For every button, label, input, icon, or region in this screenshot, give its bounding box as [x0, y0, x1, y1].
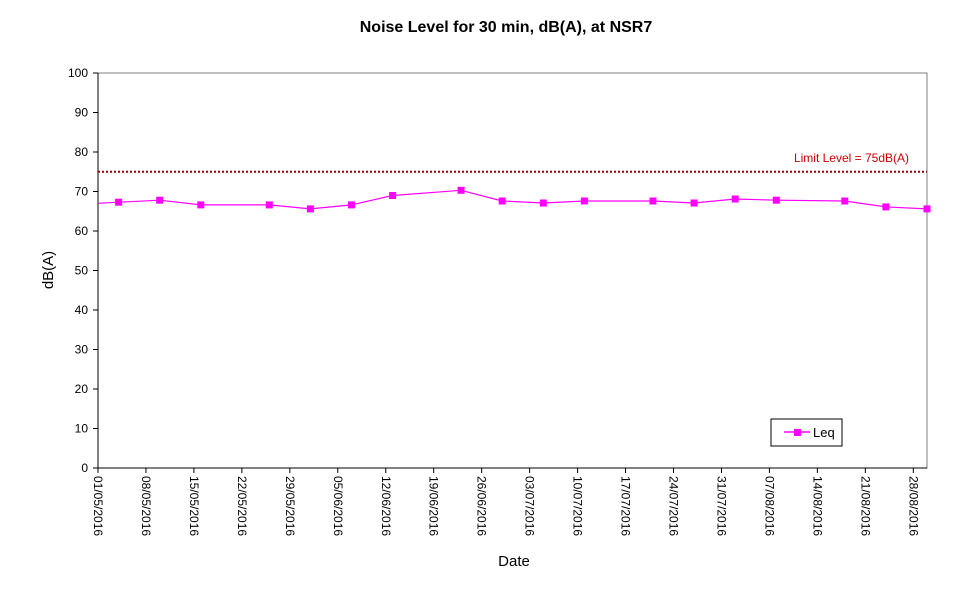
legend-marker-swatch — [794, 429, 801, 436]
y-tick-label: 90 — [75, 106, 89, 120]
y-tick-label: 80 — [75, 145, 89, 159]
x-ticks: 01/05/2016 08/05/2016 15/05/2016 22/05/2016… — [91, 468, 920, 536]
y-tick-label: 50 — [75, 264, 89, 278]
y-tick-label: 100 — [68, 66, 88, 80]
data-point-leq — [156, 196, 164, 204]
data-point-leq — [649, 197, 657, 205]
y-tick-label: 0 — [81, 461, 88, 475]
x-tick-label: 01/05/2016 — [91, 476, 105, 536]
x-tick-label: 05/06/2016 — [331, 476, 345, 536]
x-tick-label: 24/07/2016 — [667, 476, 681, 536]
data-point-leq — [197, 201, 205, 209]
y-tick-label: 30 — [75, 343, 89, 357]
x-axis-title: Date — [498, 553, 530, 570]
x-tick-label: 28/08/2016 — [906, 476, 920, 536]
data-point-leq — [498, 197, 506, 205]
chart-title: Noise Level for 30 min, dB(A), at NSR7 — [360, 19, 653, 36]
x-tick-label: 29/05/2016 — [283, 476, 297, 536]
plot-frame — [97, 72, 928, 469]
data-point-leq — [389, 192, 397, 199]
x-tick-label: 31/07/2016 — [714, 476, 728, 536]
y-axis-title: dB(A) — [40, 251, 57, 289]
y-tick-label: 40 — [75, 303, 89, 317]
data-point-leq — [115, 198, 123, 206]
plot-area — [97, 72, 928, 469]
series-line-leq — [97, 189, 928, 210]
data-point-leq — [772, 196, 780, 204]
reference-line-group: Limit Level = 75dB(A) — [98, 151, 927, 173]
x-tick-label: 26/06/2016 — [475, 476, 489, 536]
legend-label-leq: Leq — [813, 425, 835, 440]
x-tick-label: 07/08/2016 — [762, 476, 776, 536]
x-tick-label: 08/05/2016 — [139, 476, 153, 536]
y-tick-label: 20 — [75, 382, 89, 396]
data-point-leq — [306, 205, 314, 213]
x-tick-label: 22/05/2016 — [235, 476, 249, 536]
x-tick-label: 14/08/2016 — [810, 476, 824, 536]
x-tick-label: 10/07/2016 — [571, 476, 585, 536]
y-tick-label: 60 — [75, 224, 89, 238]
series-group — [97, 186, 931, 213]
data-point-leq — [690, 199, 698, 207]
y-ticks: 0 10 20 30 40 50 60 70 80 90 100 — [68, 66, 98, 475]
data-point-leq — [580, 197, 588, 205]
x-tick-label: 17/07/2016 — [619, 476, 633, 536]
y-tick-label: 70 — [75, 185, 89, 199]
x-tick-label: 03/07/2016 — [523, 476, 537, 536]
data-point-leq — [348, 201, 355, 209]
x-tick-label: 19/06/2016 — [427, 476, 441, 536]
data-point-leq — [923, 205, 931, 213]
y-tick-label: 10 — [75, 422, 89, 436]
x-tick-label: 12/06/2016 — [379, 476, 393, 536]
data-point-leq — [457, 186, 465, 194]
x-tick-label: 21/08/2016 — [858, 476, 872, 536]
limit-level-label: Limit Level = 75dB(A) — [794, 151, 909, 165]
data-point-leq — [882, 203, 890, 211]
x-tick-label: 15/05/2016 — [187, 476, 201, 536]
data-point-leq — [841, 197, 849, 205]
legend: Leq — [770, 418, 843, 447]
data-point-leq — [731, 195, 739, 203]
data-point-leq — [539, 199, 547, 207]
data-point-leq — [265, 201, 273, 209]
